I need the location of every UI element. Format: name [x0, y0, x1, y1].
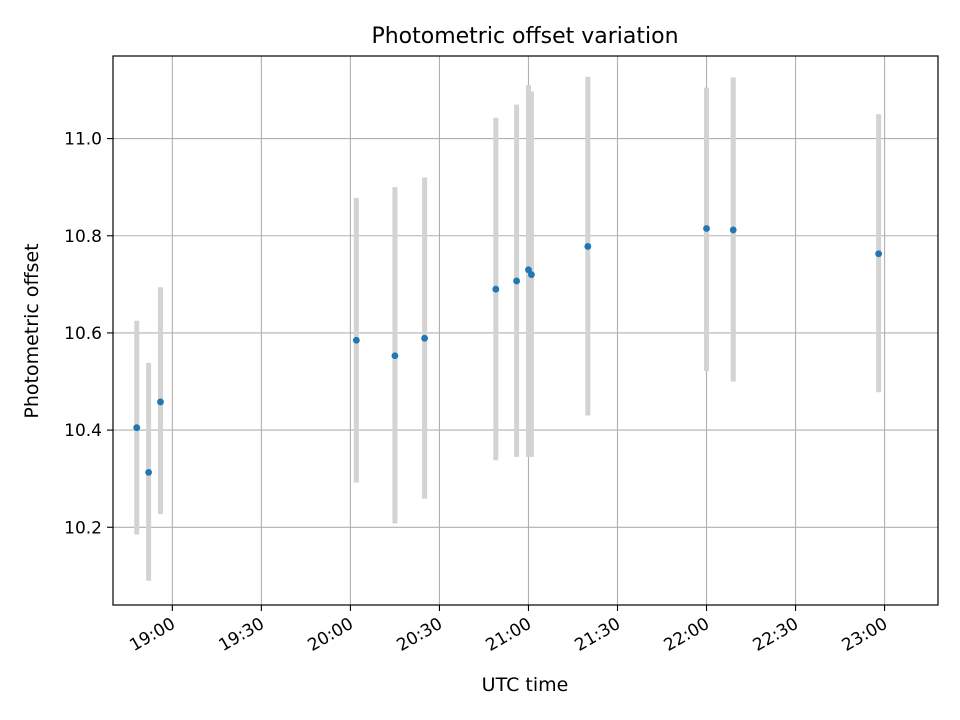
- data-point: [145, 468, 153, 476]
- data-point: [584, 243, 592, 250]
- data-point: [157, 398, 164, 406]
- plot-area: [113, 56, 938, 605]
- y-axis-label: Photometric offset: [21, 243, 43, 418]
- data-point: [513, 277, 520, 285]
- y-tick-label: 10.8: [64, 227, 102, 247]
- data-point: [525, 266, 532, 274]
- plot-frame: [112, 55, 939, 606]
- y-tick-label: 10.6: [64, 324, 102, 344]
- data-point: [492, 285, 500, 293]
- y-tick-label: 10.2: [64, 518, 102, 538]
- y-axis-ticks: 10.2 10.4 10.6 10.8 11.0: [64, 130, 113, 538]
- x-axis-label: UTC time: [482, 674, 569, 696]
- data-points: [133, 225, 883, 476]
- data-point: [421, 334, 429, 342]
- y-tick-label: 10.4: [64, 421, 102, 441]
- data-point: [703, 225, 710, 232]
- data-point: [875, 250, 883, 258]
- data-point: [729, 226, 737, 234]
- data-point: [391, 352, 399, 360]
- data-point: [133, 424, 141, 432]
- y-tick-label: 11.0: [64, 130, 102, 150]
- data-point: [352, 336, 360, 344]
- data-point: [528, 271, 535, 279]
- chart-title: Photometric offset variation: [371, 24, 678, 49]
